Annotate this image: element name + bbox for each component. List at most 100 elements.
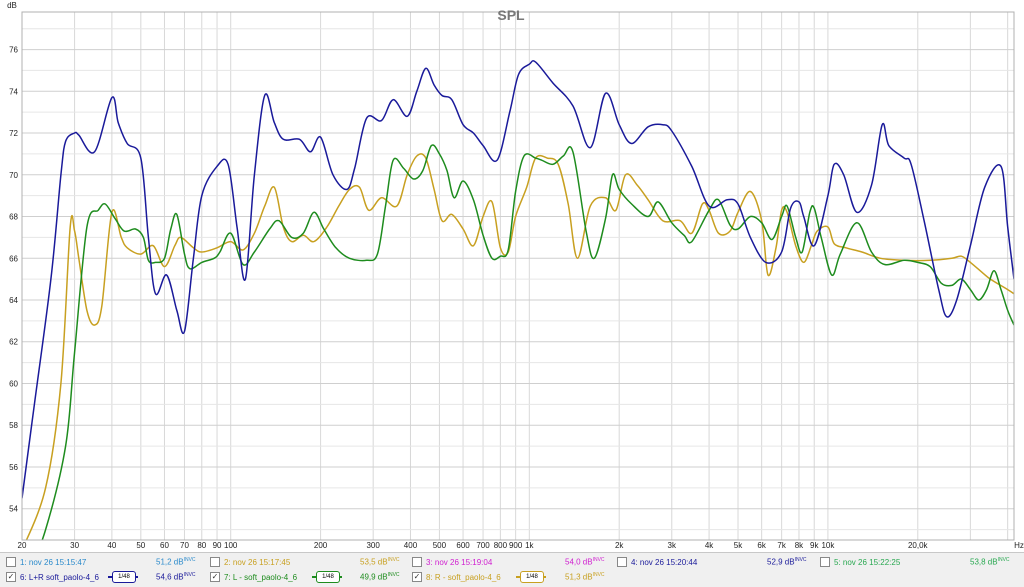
legend-label: 4: nov 26 15:20:44 (631, 557, 698, 567)
legend-item[interactable]: 3: nov 26 15:19:04 (412, 555, 492, 569)
legend-checkbox[interactable] (820, 557, 830, 567)
x-tick-label: 7k (777, 541, 786, 550)
x-tick-label: 900 (509, 541, 523, 550)
x-tick-label: 500 (433, 541, 447, 550)
legend-level: 53,5 dBINVC (360, 557, 400, 567)
smoothing-badge[interactable]: 1/48 (316, 571, 340, 583)
x-tick-label: 90 (213, 541, 222, 550)
y-axis-title: dB (7, 1, 17, 10)
x-tick-label: 10k (821, 541, 835, 550)
x-tick-label: 700 (476, 541, 490, 550)
x-tick-label: 40 (107, 541, 116, 550)
y-tick-label: 62 (9, 338, 18, 347)
legend-item[interactable]: ✓ 6: L+R soft_paolo-4_6 (6, 570, 99, 584)
y-tick-label: 74 (9, 87, 18, 96)
x-tick-label: 5k (734, 541, 743, 550)
x-tick-label: 300 (366, 541, 380, 550)
legend-checkbox[interactable] (617, 557, 627, 567)
smoothing-badge[interactable]: 1/48 (112, 571, 136, 583)
x-tick-label: 6k (757, 541, 766, 550)
legend-level: 52,9 dBINVC (767, 557, 807, 567)
x-tick-label: 20 (18, 541, 27, 550)
y-tick-label: 66 (9, 254, 18, 263)
legend-level-value: 53,8 dB (970, 557, 998, 567)
legend-level: 53,8 dBINVC (970, 557, 1010, 567)
legend-level: 54,0 dBINVC (565, 557, 605, 567)
legend-level-value: 49,9 dB (360, 572, 388, 582)
y-axis-labels: 54 56 58 60 62 64 66 68 70 72 74 76 (9, 46, 18, 514)
y-tick-label: 58 (9, 421, 18, 430)
legend-level: 49,9 dBINVC (360, 572, 400, 582)
legend-checkbox[interactable]: ✓ (6, 572, 16, 582)
legend-item[interactable]: 2: nov 26 15:17:45 (210, 555, 290, 569)
legend-level-value: 54,6 dB (156, 572, 184, 582)
x-tick-label: 100 (224, 541, 238, 550)
series-line-1 (22, 60, 1014, 499)
legend-level-suffix: INVC (387, 572, 400, 578)
y-tick-label: 68 (9, 213, 18, 222)
chart-grid (21, 12, 1014, 540)
legend-level: 51,2 dBINVC (156, 557, 196, 567)
x-tick-label: 8k (795, 541, 804, 550)
x-axis-title: Hz (1014, 541, 1024, 550)
x-tick-label: 30 (70, 541, 79, 550)
legend-checkbox[interactable]: ✓ (210, 572, 220, 582)
legend-label: 1: nov 26 15:15:47 (20, 557, 87, 567)
legend-level-value: 54,0 dB (565, 557, 593, 567)
legend-level-value: 52,9 dB (767, 557, 795, 567)
plot-area (22, 60, 1014, 540)
x-tick-label: 2k (615, 541, 624, 550)
legend-item[interactable]: ✓ 7: L - soft_paolo-4_6 (210, 570, 297, 584)
legend-level-value: 53,5 dB (360, 557, 388, 567)
legend-level: 51,3 dBINVC (565, 572, 605, 582)
legend-label: 8: R - soft_paolo-4_6 (426, 572, 501, 582)
y-tick-label: 76 (9, 46, 18, 55)
y-tick-label: 54 (9, 505, 18, 514)
legend-level-suffix: INVC (592, 557, 605, 563)
x-tick-label: 4k (705, 541, 714, 550)
x-tick-label: 80 (197, 541, 206, 550)
legend-checkbox[interactable]: ✓ (412, 572, 422, 582)
legend-level-value: 51,2 dB (156, 557, 184, 567)
legend-label: 5: nov 26 15:22:25 (834, 557, 901, 567)
legend-level-suffix: INVC (997, 557, 1010, 563)
legend-panel: 1: nov 26 15:15:47 51,2 dBINVC 2: nov 26 1… (0, 552, 1024, 587)
x-tick-label: 3k (668, 541, 677, 550)
x-tick-label: 400 (404, 541, 418, 550)
x-tick-label: 200 (314, 541, 328, 550)
legend-level: 54,6 dBINVC (156, 572, 196, 582)
x-tick-label: 50 (136, 541, 145, 550)
x-tick-label: 60 (160, 541, 169, 550)
spl-chart: 54 56 58 60 62 64 66 68 70 72 74 76 20 30 40 50 60 70 80 9… (7, 1, 1024, 550)
y-tick-label: 64 (9, 296, 18, 305)
x-tick-label: 1k (525, 541, 534, 550)
legend-level-suffix: INVC (592, 572, 605, 578)
legend-item[interactable]: 4: nov 26 15:20:44 (617, 555, 697, 569)
legend-label: 6: L+R soft_paolo-4_6 (20, 572, 99, 582)
legend-level-suffix: INVC (183, 572, 196, 578)
series-line-3 (25, 153, 1014, 540)
legend-label: 7: L - soft_paolo-4_6 (224, 572, 298, 582)
smoothing-badge[interactable]: 1/48 (520, 571, 544, 583)
chart-title: SPL (497, 7, 525, 23)
legend-item[interactable]: 5: nov 26 15:22:25 (820, 555, 900, 569)
y-tick-label: 70 (9, 171, 18, 180)
legend-level-suffix: INVC (183, 557, 196, 563)
x-tick-label: 9k (810, 541, 819, 550)
legend-label: 2: nov 26 15:17:45 (224, 557, 291, 567)
x-tick-label: 70 (180, 541, 189, 550)
legend-item[interactable]: 1: nov 26 15:15:47 (6, 555, 86, 569)
legend-checkbox[interactable] (6, 557, 16, 567)
plot-frame (21, 11, 1015, 541)
legend-label: 3: nov 26 15:19:04 (426, 557, 493, 567)
x-tick-label: 600 (456, 541, 470, 550)
y-tick-label: 56 (9, 463, 18, 472)
y-tick-label: 72 (9, 129, 18, 138)
x-tick-label: 800 (494, 541, 508, 550)
legend-item[interactable]: ✓ 8: R - soft_paolo-4_6 (412, 570, 501, 584)
legend-checkbox[interactable] (412, 557, 422, 567)
x-tick-label: 20,0k (908, 541, 929, 550)
legend-level-suffix: INVC (794, 557, 807, 563)
legend-level-value: 51,3 dB (565, 572, 593, 582)
legend-checkbox[interactable] (210, 557, 220, 567)
